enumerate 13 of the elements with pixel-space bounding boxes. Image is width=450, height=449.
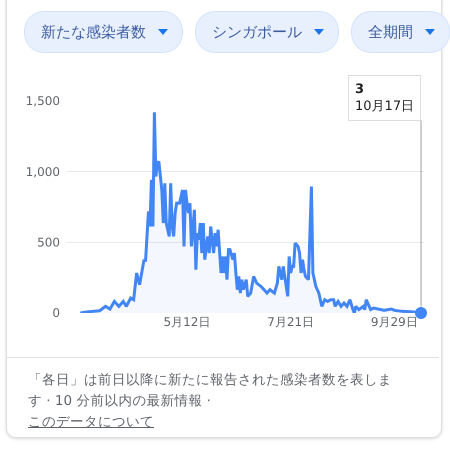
text: このデータについて [28, 414, 154, 430]
text: シンガポール [212, 22, 302, 42]
y-tick-label: 0 [52, 306, 60, 320]
annotation: 3 10月17日 [355, 82, 414, 114]
y-tick-label: 500 [37, 236, 60, 250]
text: 全期間 [368, 22, 413, 42]
x-tick-label: 9月29日 [370, 315, 418, 329]
x-tick-label: 5月12日 [164, 315, 210, 329]
y-tick-label: 1,500 [26, 94, 60, 108]
text: 「各日」は前日以降に新たに報告された感染者数を表します · 10 分前以内の最新情報 · [28, 372, 392, 409]
text: 新たな感染者数 [41, 22, 146, 42]
x-tick-label: 7月21日 [267, 315, 314, 329]
y-tick-label: 1,000 [26, 164, 60, 179]
